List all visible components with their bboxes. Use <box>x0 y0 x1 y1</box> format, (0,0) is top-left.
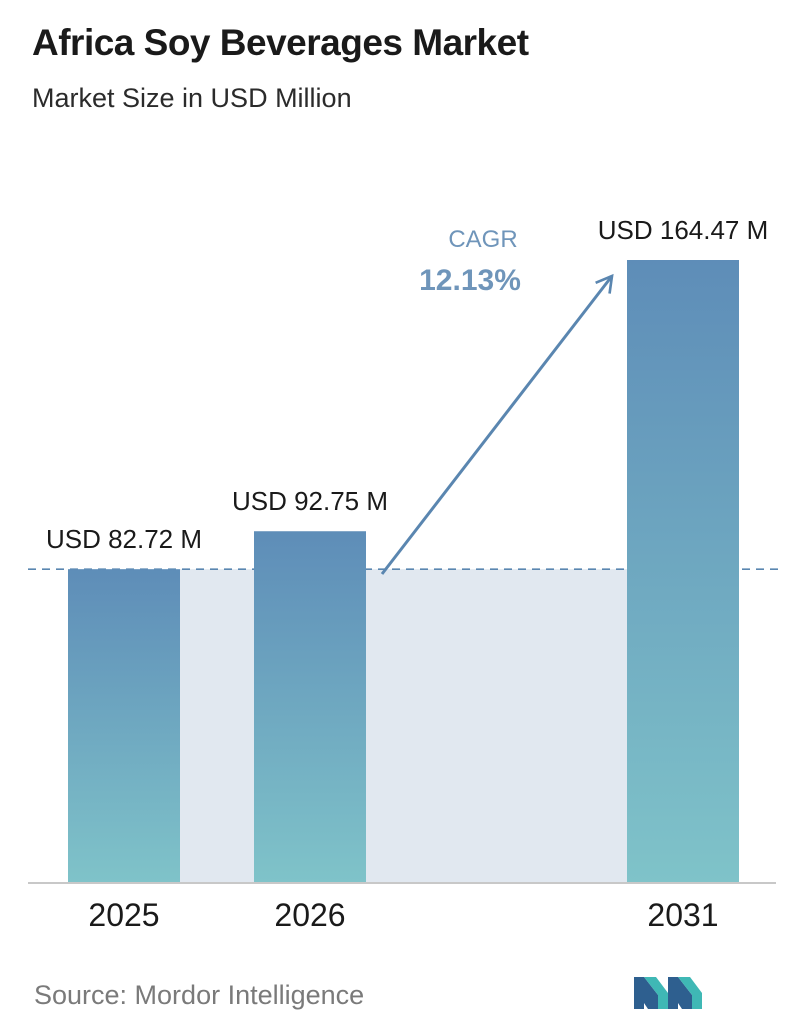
band-2 <box>366 569 627 882</box>
x-tick-label-2026: 2026 <box>274 897 345 933</box>
band-1 <box>180 569 254 882</box>
chart-title: Africa Soy Beverages Market <box>32 22 529 63</box>
bar-chart: USD 82.72 M 2025 USD 92.75 M 2026 USD 164.47… <box>28 215 782 933</box>
cagr-label: CAGR <box>448 226 517 253</box>
x-tick-label-2025: 2025 <box>88 897 159 933</box>
bar-2026 <box>254 531 366 882</box>
bar-2031 <box>627 260 739 882</box>
bars-group <box>68 260 739 882</box>
cagr-arrow <box>380 273 614 575</box>
x-tick-label-2031: 2031 <box>647 897 718 933</box>
mordor-intelligence-logo-icon <box>634 977 702 1009</box>
background-bands <box>180 569 627 882</box>
cagr-value: 12.13% <box>419 264 521 297</box>
labels-group: USD 82.72 M 2025 USD 92.75 M 2026 USD 164.47… <box>46 215 768 933</box>
value-label-2026: USD 92.75 M <box>232 486 388 516</box>
source-note: Source: Mordor Intelligence <box>34 980 365 1010</box>
chart-subtitle: Market Size in USD Million <box>32 83 352 113</box>
bar-2025 <box>68 569 180 882</box>
value-label-2025: USD 82.72 M <box>46 524 202 554</box>
value-label-2031: USD 164.47 M <box>598 215 769 245</box>
